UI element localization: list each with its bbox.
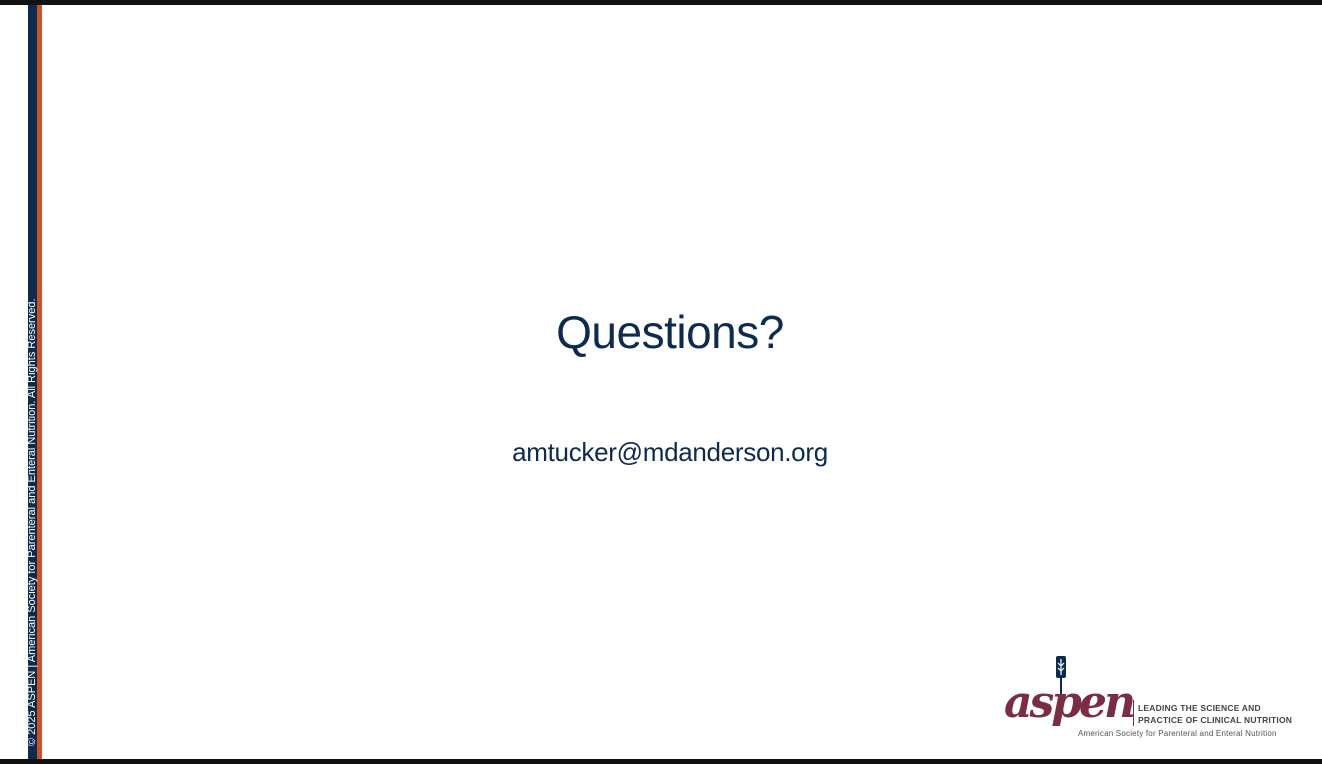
logo-wordmark: aspen xyxy=(1004,677,1136,728)
slide-title: Questions? xyxy=(556,306,784,358)
logo-divider xyxy=(1133,700,1134,726)
contact-email: amtucker@mdanderson.org xyxy=(512,437,828,467)
logo-tagline-line1: LEADING THE SCIENCE AND xyxy=(1138,703,1261,713)
logo-tagline: LEADING THE SCIENCE AND PRACTICE OF CLIN… xyxy=(1138,702,1292,726)
aspen-logo: aspen LEADING THE SCIENCE AND PRACTICE O… xyxy=(1004,653,1304,743)
logo-tagline-line2: PRACTICE OF CLINICAL NUTRITION xyxy=(1138,715,1293,725)
wheat-icon xyxy=(1056,656,1066,696)
accent-bar xyxy=(37,5,42,759)
side-bar xyxy=(28,5,37,759)
copyright-text: © 2025 ASPEN | American Society for Pare… xyxy=(26,298,38,746)
logo-subtitle: American Society for Parenteral and Ente… xyxy=(1078,729,1277,738)
